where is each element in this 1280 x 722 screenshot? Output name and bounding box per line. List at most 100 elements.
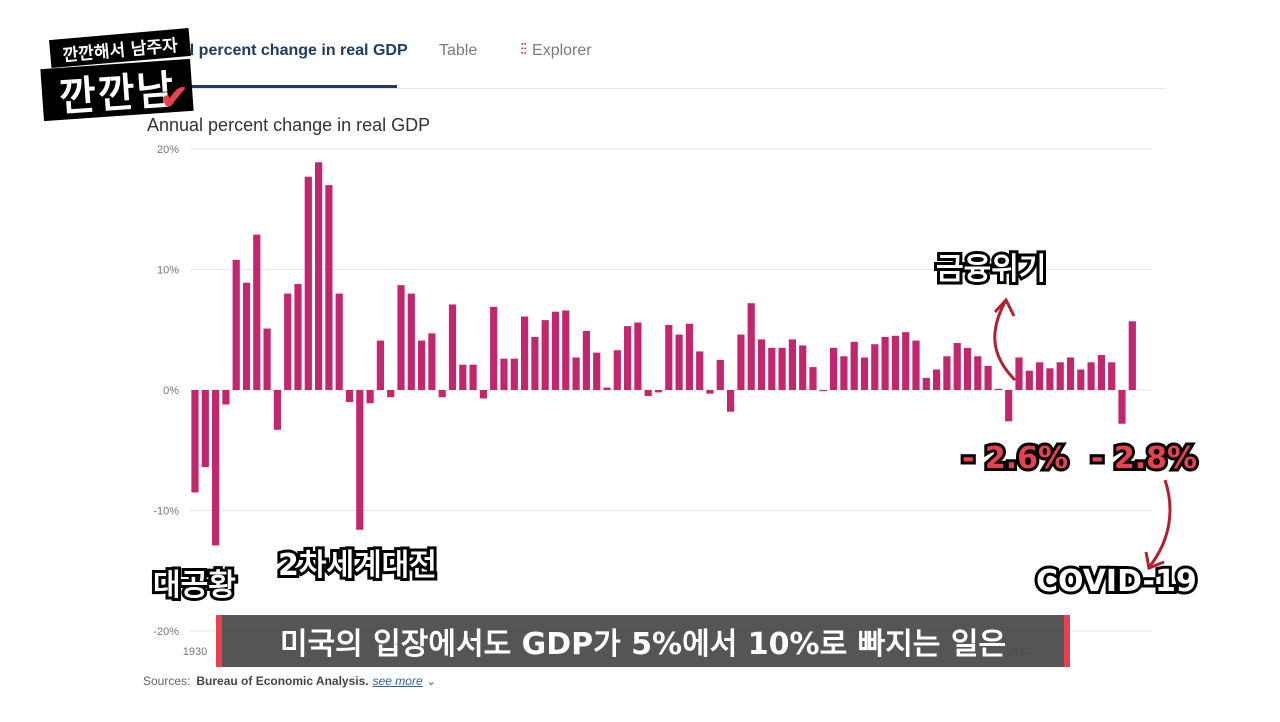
annotation-covid-value: - 2.8% (1088, 438, 1200, 479)
bar-2017 (1087, 362, 1095, 390)
bar-1930 (191, 390, 199, 493)
channel-logo: 깐깐해서 남주자 깐깐남 ✔ (40, 20, 194, 122)
bar-1991 (819, 390, 827, 392)
y-tick-label: -20% (153, 626, 179, 638)
chart-title: Annual percent change in real GDP (147, 115, 431, 135)
bar-1987 (778, 347, 786, 390)
bar-2020 (1118, 390, 1126, 424)
bar-1952 (418, 340, 426, 390)
bar-1934 (232, 259, 240, 390)
bar-1968 (582, 330, 590, 390)
bar-1954 (438, 390, 446, 398)
bar-1964 (541, 320, 549, 390)
bar-1998 (891, 335, 899, 390)
annotation-ww2: 2차세계대전 (275, 545, 440, 586)
bar-1995 (860, 357, 869, 390)
annotation-covid: COVID-19 (1033, 561, 1200, 602)
y-tick-label: 20% (157, 144, 179, 156)
bar-2001 (922, 377, 930, 390)
bar-2011 (1025, 370, 1033, 390)
bar-1961 (510, 358, 518, 390)
bar-2009 (1005, 390, 1013, 422)
bar-1999 (902, 332, 910, 390)
bar-1962 (521, 316, 529, 390)
bar-1945 (345, 390, 354, 403)
bar-1969 (593, 352, 601, 390)
bar-1996 (871, 344, 879, 390)
bar-1984 (747, 303, 755, 390)
bar-1949 (387, 390, 395, 398)
bar-1944 (335, 293, 343, 390)
bar-1963 (531, 336, 539, 390)
bar-2006 (974, 356, 982, 390)
tab-table[interactable]: Table (439, 42, 478, 59)
bar-1941 (304, 176, 312, 390)
bar-1978 (685, 323, 693, 390)
bar-1989 (799, 345, 807, 390)
bar-2016 (1077, 369, 1085, 390)
bar-1981 (716, 359, 724, 390)
bar-1975 (654, 390, 663, 393)
bar-1971 (613, 350, 621, 390)
bar-1979 (696, 351, 704, 390)
sliders-icon: ⫶⫶ (520, 42, 527, 59)
bar-1942 (315, 162, 323, 390)
bar-2010 (1015, 357, 1023, 390)
bar-2002 (933, 369, 941, 390)
bar-1956 (459, 364, 467, 390)
bar-1997 (881, 336, 889, 390)
bar-2014 (1056, 362, 1064, 390)
bar-2019 (1108, 362, 1116, 390)
bar-1986 (768, 347, 776, 390)
chevron-down-icon[interactable]: ⌄ (426, 676, 436, 688)
bar-1967 (572, 357, 580, 390)
bar-2013 (1046, 368, 1054, 390)
bar-1994 (850, 341, 858, 390)
bar-1950 (397, 285, 405, 390)
bar-1983 (737, 334, 745, 390)
bar-1976 (665, 324, 673, 390)
sources-label: Sources: (143, 674, 191, 688)
active-tab-underline (140, 85, 397, 88)
bar-1939 (284, 293, 292, 390)
bar-1977 (675, 334, 683, 390)
bar-2018 (1097, 355, 1105, 390)
y-tick-label: 0% (163, 385, 179, 397)
bar-1966 (562, 310, 570, 390)
bar-1938 (273, 390, 281, 430)
bar-1960 (500, 358, 508, 390)
y-tick-label: -10% (153, 506, 179, 518)
bar-1946 (356, 390, 364, 530)
tab-explorer-label: Explorer (532, 42, 592, 59)
bar-1943 (325, 185, 333, 390)
y-tick-label: 10% (157, 265, 179, 277)
bar-2021 (1128, 321, 1136, 390)
bar-1985 (757, 339, 766, 390)
tabs-divider (140, 88, 1165, 89)
bar-1973 (634, 322, 642, 390)
x-tick-label: 1930 (183, 646, 207, 658)
bar-1957 (469, 364, 477, 390)
bar-2012 (1036, 362, 1044, 390)
bar-1947 (366, 390, 374, 404)
check-mark-icon: ✔ (160, 79, 189, 117)
bar-1933 (222, 390, 230, 405)
annotation-great-depression: 대공황 (150, 565, 239, 606)
see-more-link[interactable]: see more (372, 674, 423, 688)
bar-1940 (294, 283, 302, 390)
bar-1936 (253, 234, 261, 390)
bar-1955 (448, 304, 457, 390)
tab-chart[interactable]: Annual percent change in real GDP (140, 42, 408, 59)
bar-2015 (1066, 357, 1075, 390)
annotation-financial-crisis-value: - 2.6% (959, 438, 1071, 479)
bar-1970 (603, 387, 611, 390)
bar-1980 (706, 390, 714, 394)
tab-explorer[interactable]: ⫶⫶ Explorer (520, 42, 592, 60)
bar-1951 (407, 293, 415, 390)
bar-1982 (727, 390, 735, 412)
bar-1959 (490, 306, 498, 390)
bar-1948 (376, 340, 384, 390)
bar-1990 (809, 367, 817, 390)
annotation-financial-crisis: 금융위기 (933, 249, 1049, 290)
bar-2008 (994, 388, 1002, 390)
